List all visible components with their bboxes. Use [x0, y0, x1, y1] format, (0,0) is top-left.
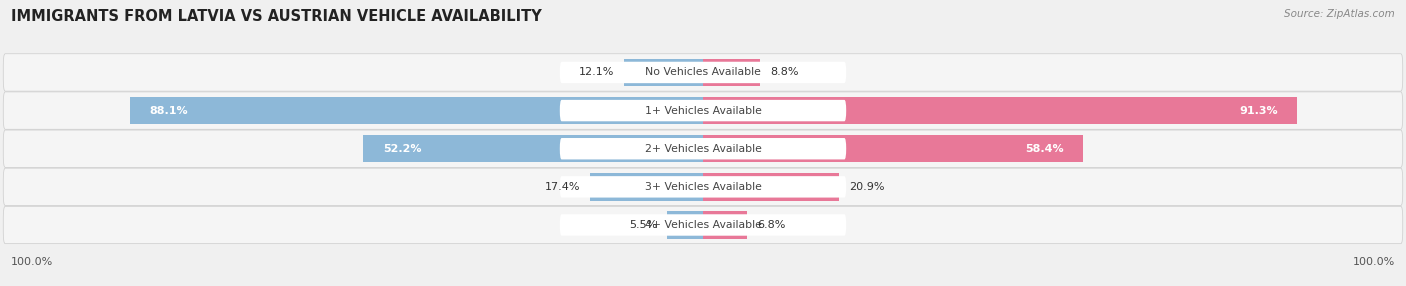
Bar	[589, 173, 703, 200]
Text: 3+ Vehicles Available: 3+ Vehicles Available	[644, 182, 762, 192]
Text: 20.9%: 20.9%	[849, 182, 884, 192]
Text: 100.0%: 100.0%	[11, 257, 53, 267]
Text: 2+ Vehicles Available: 2+ Vehicles Available	[644, 144, 762, 154]
Text: No Vehicles Available: No Vehicles Available	[645, 67, 761, 78]
Text: 4+ Vehicles Available: 4+ Vehicles Available	[644, 220, 762, 230]
FancyBboxPatch shape	[560, 62, 846, 83]
Bar	[668, 211, 703, 239]
FancyBboxPatch shape	[560, 176, 846, 198]
FancyBboxPatch shape	[560, 214, 846, 236]
Bar	[703, 59, 761, 86]
Text: Source: ZipAtlas.com: Source: ZipAtlas.com	[1284, 9, 1395, 19]
FancyBboxPatch shape	[3, 54, 1403, 91]
Text: 52.2%: 52.2%	[382, 144, 422, 154]
Text: 17.4%: 17.4%	[544, 182, 581, 192]
Bar	[703, 97, 1298, 124]
Bar	[129, 97, 703, 124]
Text: 5.5%: 5.5%	[630, 220, 658, 230]
Text: 58.4%: 58.4%	[1025, 144, 1063, 154]
FancyBboxPatch shape	[3, 130, 1403, 167]
Text: 88.1%: 88.1%	[149, 106, 187, 116]
Text: 8.8%: 8.8%	[770, 67, 799, 78]
Bar	[624, 59, 703, 86]
FancyBboxPatch shape	[3, 168, 1403, 206]
FancyBboxPatch shape	[560, 138, 846, 159]
Bar	[703, 135, 1083, 162]
Bar	[703, 211, 747, 239]
FancyBboxPatch shape	[3, 206, 1403, 244]
Bar	[703, 173, 839, 200]
FancyBboxPatch shape	[3, 92, 1403, 129]
Text: 100.0%: 100.0%	[1353, 257, 1395, 267]
Text: 91.3%: 91.3%	[1239, 106, 1278, 116]
Text: 6.8%: 6.8%	[756, 220, 786, 230]
FancyBboxPatch shape	[560, 100, 846, 121]
Text: IMMIGRANTS FROM LATVIA VS AUSTRIAN VEHICLE AVAILABILITY: IMMIGRANTS FROM LATVIA VS AUSTRIAN VEHIC…	[11, 9, 541, 23]
Text: 12.1%: 12.1%	[579, 67, 614, 78]
Bar	[363, 135, 703, 162]
Text: 1+ Vehicles Available: 1+ Vehicles Available	[644, 106, 762, 116]
